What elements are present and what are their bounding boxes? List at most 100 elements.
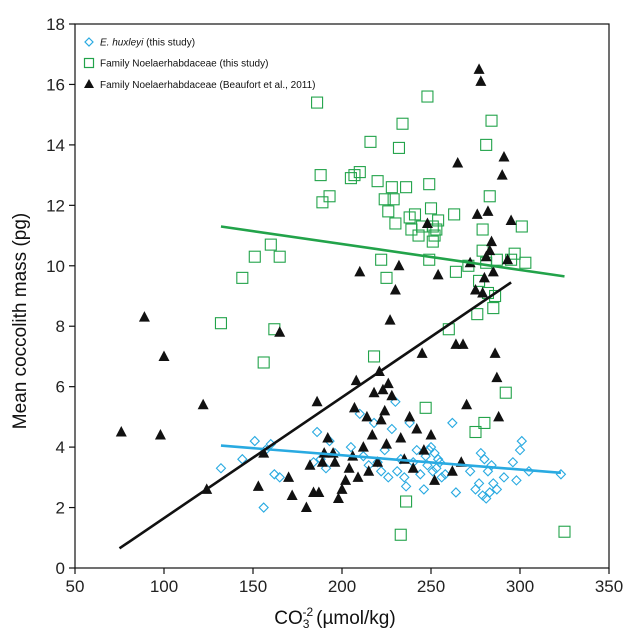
data-point-square [424,202,438,215]
data-point-triangle [115,426,127,437]
data-point-diamond [258,502,269,513]
data-point-triangle [457,338,469,349]
data-point-triangle [382,377,394,389]
data-point-triangle [313,486,325,497]
x-tick-label: 200 [328,577,356,596]
data-point-square [490,253,503,266]
data-point-diamond [447,417,458,429]
data-point-triangle [332,492,344,503]
data-point-triangle [363,465,375,476]
data-point-triangle [425,429,437,440]
data-point-square [487,302,500,315]
data-point-square [236,271,249,284]
y-axis-label: Mean coccolith mass (pg) [10,213,31,429]
data-point-square [380,271,393,284]
x-axis-label: CO3-2 (µmol/kg) [274,605,395,631]
y-tick-label: 4 [56,438,65,457]
y-tick-label: 16 [46,75,65,94]
data-point-square [353,166,366,179]
data-point-triangle [475,75,487,86]
data-point-square [469,425,482,439]
data-point-square [367,350,381,363]
data-point-triangle [158,350,170,361]
data-point-square [273,250,286,263]
data-point-triangle [470,283,481,295]
data-point-diamond [422,459,433,471]
data-point-diamond [439,469,451,480]
y-tick-label: 8 [56,317,65,336]
data-point-diamond [464,466,476,477]
data-point-diamond [400,481,412,492]
data-point-triangle [395,432,407,443]
data-point-triangle [496,169,508,180]
data-point-diamond [475,447,487,459]
data-point-diamond [368,417,380,429]
data-point-triangle [381,438,392,449]
legend-label-italic: E. huxleyi [100,38,144,49]
data-point-square [499,386,512,399]
data-point-square [515,220,528,233]
x-tick-label: 250 [417,577,445,596]
data-point-diamond [311,426,323,438]
trend-line-1 [220,225,565,278]
data-point-square [412,229,425,242]
data-point-triangle [429,474,441,485]
data-point-square [257,356,270,369]
x-tick-label: 350 [595,577,623,596]
data-point-triangle [138,311,150,322]
x-tick-label: 300 [506,577,534,596]
data-point-triangle [491,371,503,383]
trend-line-0 [220,444,562,475]
data-point-triangle [154,429,166,440]
data-point-diamond [345,441,357,453]
data-point-diamond [386,423,398,435]
data-point-diamond [436,472,447,483]
data-point-diamond [516,435,528,447]
y-tick-label: 14 [46,136,65,155]
data-point-triangle [418,444,430,455]
data-point-triangle [502,253,514,265]
data-point-diamond [358,450,369,462]
data-point-triangle [340,474,352,485]
data-point-triangle [316,456,328,467]
data-point-triangle [258,447,270,458]
data-point-diamond [274,472,285,483]
data-point-square [311,96,324,109]
data-point-triangle [361,410,373,422]
x-axis-label-superscript: -2 [302,605,313,619]
data-point-square [483,190,496,203]
data-point-triangle [486,235,498,247]
legend-marker-triangle [84,79,94,88]
legend-marker-square [83,57,95,69]
y-tick-label: 0 [56,559,65,578]
data-point-diamond [390,396,401,408]
data-point-square [389,217,402,230]
data-point-triangle [377,383,389,395]
data-point-square [421,90,434,103]
x-tick-label: 50 [66,577,85,596]
data-point-diamond [411,444,423,456]
data-point-diamond [450,487,462,498]
data-point-diamond [498,472,510,483]
trend-lines [118,225,565,550]
data-point-square [476,223,489,236]
legend-marker-diamond [84,37,94,47]
data-point-triangle [336,483,348,494]
data-point-diamond [511,475,522,486]
data-point-triangle [411,422,423,434]
data-point-diamond [507,456,519,468]
data-point-diamond [320,462,332,474]
data-point-triangle [304,459,316,470]
data-point-triangle [311,395,323,407]
data-point-triangle [286,489,298,500]
data-point-triangle [489,347,501,358]
data-point-diamond [415,469,426,480]
data-point-triangle [252,480,264,491]
y-tick-label: 10 [46,257,65,276]
data-point-square [323,190,336,203]
y-tick-label: 18 [46,15,65,34]
data-point-triangle [421,217,433,228]
y-tick-label: 12 [46,196,65,215]
legend-label-noelaerhabdaceae-beaufort: Family Noelaerhabdaceae (Beaufort et al.… [100,80,316,91]
axes: 50 100 150 200 250 300 350 0 2 4 6 8 10 12 14 16 18 [46,15,623,596]
